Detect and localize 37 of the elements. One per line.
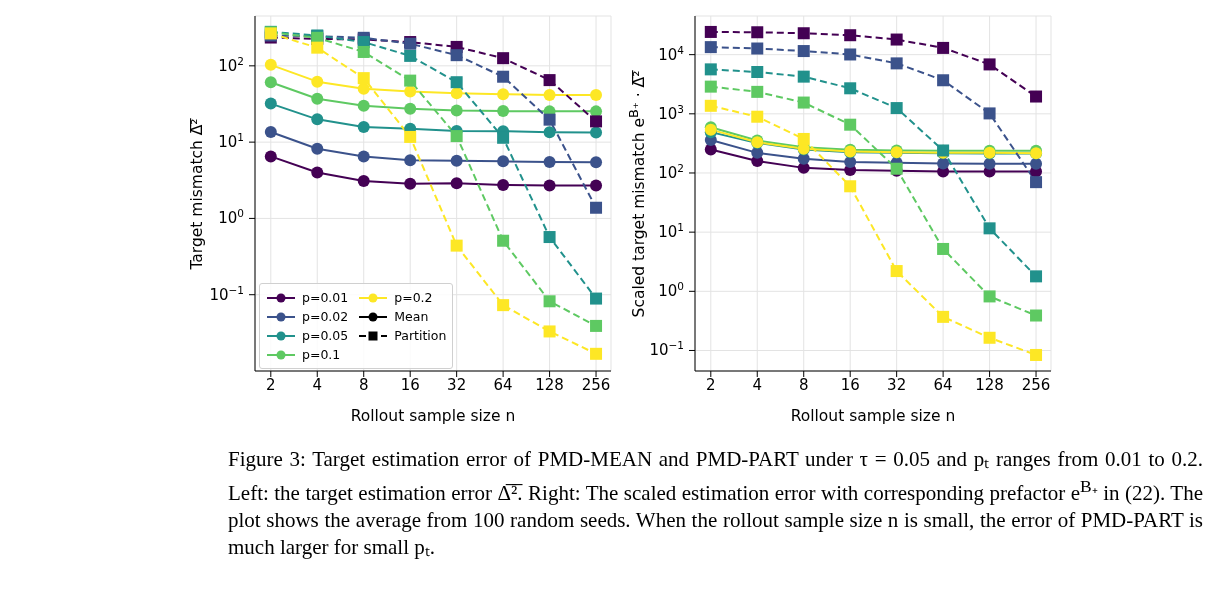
x-tick-label: 8	[798, 375, 809, 394]
annotation: Mean	[394, 309, 429, 324]
legend-label: p=0.2	[394, 290, 433, 305]
x-tick-label: 64	[493, 375, 513, 394]
y-tick-label: 10$^{1}$	[218, 131, 244, 152]
legend-label: p=0.1	[302, 347, 341, 362]
x-tick-label: 64	[933, 375, 953, 394]
x-axis-title: Rollout sample size n	[350, 407, 516, 425]
annotation: Partition	[394, 328, 447, 343]
y-axis-title: Target mismatch Δ̅²̅	[188, 117, 206, 270]
caption: Figure 3: Target estimation error of PMD-MEAN and PMD-PART under τ = 0.05 and pₜ ranges from 0.01 to 0.2. Left: the target estimation error Δ̅²̅. Right: The scaled estimation error with corresponding prefactor e$^{B₊}$ in (22). The plot shows the average from 100 random seeds. When the rollout sample size n is small, the error of PMD-PART is much larger for small pₜ.	[228, 446, 1203, 561]
x-tick-label: 256	[581, 375, 611, 394]
y-tick-label: 10$^{0}$	[218, 207, 244, 228]
x-tick-label: 16	[400, 375, 420, 394]
y-tick-label: 10$^{1}$	[658, 221, 684, 242]
y-tick-label: 10$^{−1}$	[209, 283, 244, 304]
legend-label: p=0.01	[302, 290, 349, 305]
x-tick-label: 128	[535, 375, 564, 394]
x-tick-label: 32	[447, 375, 467, 394]
y-tick-label: 10$^{4}$	[658, 43, 685, 64]
x-tick-label: 2	[266, 375, 276, 394]
y-tick-label: 10$^{3}$	[658, 102, 684, 123]
x-tick-label: 128	[975, 375, 1004, 394]
x-tick-label: 4	[312, 375, 323, 394]
legend-label: p=0.02	[302, 309, 349, 324]
y-tick-label: 10$^{2}$	[218, 54, 244, 75]
x-tick-label: 256	[1021, 375, 1051, 394]
x-tick-label: 16	[840, 375, 860, 394]
y-tick-label: 10$^{2}$	[658, 161, 684, 182]
y-tick-label: 10$^{−1}$	[649, 339, 684, 360]
x-axis-title: Rollout sample size n	[790, 407, 956, 425]
legend-label: p=0.05	[302, 328, 349, 343]
x-tick-label: 2	[706, 375, 716, 394]
y-tick-label: 10$^{0}$	[658, 280, 684, 301]
x-tick-label: 4	[752, 375, 763, 394]
x-tick-label: 32	[887, 375, 907, 394]
x-tick-label: 8	[358, 375, 369, 394]
